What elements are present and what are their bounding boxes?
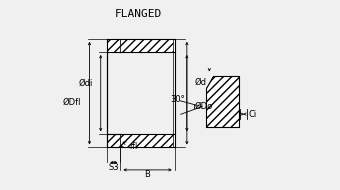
Text: ØDo: ØDo: [194, 102, 212, 111]
Text: rfl: rfl: [123, 142, 138, 151]
Text: B: B: [144, 170, 151, 179]
Polygon shape: [206, 76, 239, 127]
Bar: [107, 134, 120, 147]
Bar: [107, 39, 120, 52]
Text: ØDfl: ØDfl: [63, 98, 81, 107]
Bar: [173, 39, 175, 147]
Text: 30°: 30°: [170, 95, 185, 104]
Text: Ødi: Ødi: [79, 79, 93, 88]
Bar: [120, 134, 175, 147]
Bar: [120, 39, 175, 52]
Text: Ci: Ci: [249, 110, 257, 119]
Text: Ød: Ød: [194, 77, 206, 86]
Text: S3: S3: [108, 163, 119, 172]
Text: FLANGED: FLANGED: [115, 10, 162, 20]
